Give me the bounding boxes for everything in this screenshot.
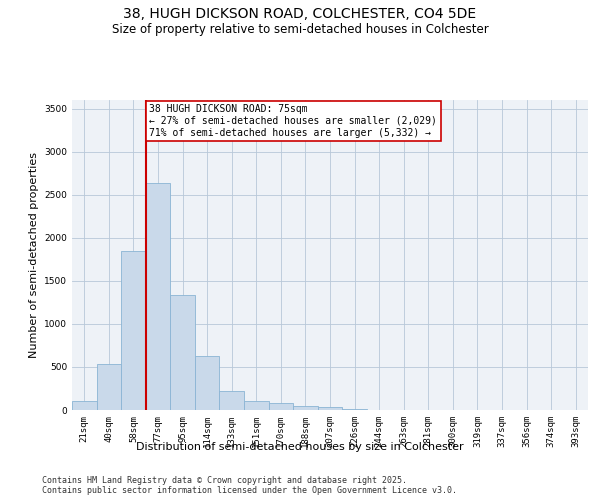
Bar xyxy=(269,403,293,410)
Bar xyxy=(72,402,97,410)
Y-axis label: Number of semi-detached properties: Number of semi-detached properties xyxy=(29,152,38,358)
Bar xyxy=(121,250,146,410)
Bar xyxy=(97,364,121,410)
Text: 38, HUGH DICKSON ROAD, COLCHESTER, CO4 5DE: 38, HUGH DICKSON ROAD, COLCHESTER, CO4 5… xyxy=(124,8,476,22)
Text: Distribution of semi-detached houses by size in Colchester: Distribution of semi-detached houses by … xyxy=(136,442,464,452)
Text: 38 HUGH DICKSON ROAD: 75sqm
← 27% of semi-detached houses are smaller (2,029)
71: 38 HUGH DICKSON ROAD: 75sqm ← 27% of sem… xyxy=(149,104,437,138)
Text: Size of property relative to semi-detached houses in Colchester: Size of property relative to semi-detach… xyxy=(112,22,488,36)
Bar xyxy=(293,406,318,410)
Bar xyxy=(220,391,244,410)
Bar xyxy=(244,400,269,410)
Text: Contains HM Land Registry data © Crown copyright and database right 2025.
Contai: Contains HM Land Registry data © Crown c… xyxy=(42,476,457,495)
Bar xyxy=(195,356,220,410)
Bar xyxy=(318,408,342,410)
Bar xyxy=(146,182,170,410)
Bar xyxy=(342,409,367,410)
Bar xyxy=(170,296,195,410)
